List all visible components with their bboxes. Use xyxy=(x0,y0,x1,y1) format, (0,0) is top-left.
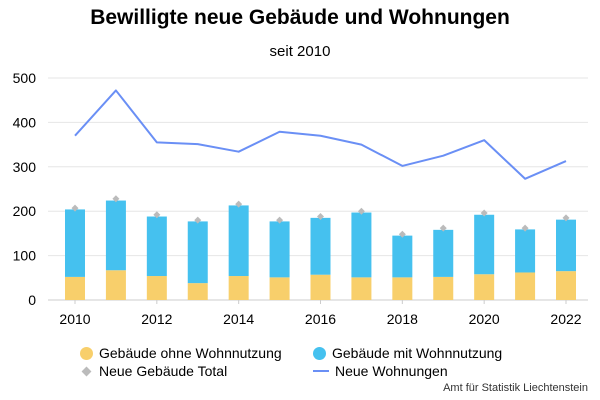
y-tick-label: 100 xyxy=(13,248,37,264)
line-neue-wohnungen xyxy=(74,89,567,180)
bar-gebaeude-mit-wohnnutzung xyxy=(187,221,208,284)
legend-item-gebaeude-ohne: Gebäude ohne Wohnnutzung xyxy=(80,345,282,361)
bar-gebaeude-ohne-wohnnutzung xyxy=(146,276,167,300)
bar-gebaeude-ohne-wohnnutzung xyxy=(228,276,249,300)
y-tick-label: 300 xyxy=(13,159,37,175)
x-tick-label: 2012 xyxy=(141,311,172,327)
x-tick-label: 2014 xyxy=(223,311,254,327)
bar-gebaeude-ohne-wohnnutzung xyxy=(65,276,85,300)
legend-diamond-icon xyxy=(81,366,92,376)
y-tick-label: 0 xyxy=(28,292,36,308)
chart-title: Bewilligte neue Gebäude und Wohnungen xyxy=(90,6,510,29)
y-tick-label: 200 xyxy=(13,203,37,219)
y-tick-label: 400 xyxy=(13,114,37,130)
x-tick-label: 2022 xyxy=(550,311,581,327)
legend-item-gebaeude-mit: Gebäude mit Wohnnutzung xyxy=(313,345,502,361)
marker-neue-gebaeude-total xyxy=(317,213,324,221)
bar-gebaeude-ohne-wohnnutzung xyxy=(187,283,208,300)
bar-gebaeude-mit-wohnnutzung xyxy=(65,209,85,277)
bar-gebaeude-ohne-wohnnutzung xyxy=(433,276,454,300)
bar-gebaeude-ohne-wohnnutzung xyxy=(269,277,290,300)
bar-gebaeude-mit-wohnnutzung xyxy=(392,235,413,278)
x-tick-label: 2016 xyxy=(305,311,336,327)
bar-gebaeude-ohne-wohnnutzung xyxy=(474,274,495,300)
marker-neue-gebaeude-total xyxy=(480,209,488,217)
marker-neue-gebaeude-total xyxy=(194,216,202,224)
marker-neue-gebaeude-total xyxy=(235,200,243,208)
bar-gebaeude-ohne-wohnnutzung xyxy=(515,272,536,300)
x-tick-label: 2010 xyxy=(59,311,90,327)
marker-neue-gebaeude-total xyxy=(398,230,406,238)
bar-gebaeude-ohne-wohnnutzung xyxy=(392,277,413,300)
x-tick-label: 2020 xyxy=(469,311,500,327)
legend-swatch-circle-icon xyxy=(313,346,326,360)
x-tick-label: 2018 xyxy=(387,311,418,327)
bar-gebaeude-mit-wohnnutzung xyxy=(269,221,290,278)
bar-gebaeude-mit-wohnnutzung xyxy=(310,217,331,275)
bar-gebaeude-mit-wohnnutzung xyxy=(105,200,126,271)
marker-neue-gebaeude-total xyxy=(276,216,284,224)
legend-item-total: Neue Gebäude Total xyxy=(80,363,227,379)
legend-item-wohnungen: Neue Wohnungen xyxy=(313,363,448,379)
bar-gebaeude-mit-wohnnutzung xyxy=(433,229,454,277)
legend-swatch-circle-icon xyxy=(80,346,93,360)
bar-gebaeude-mit-wohnnutzung xyxy=(351,212,372,278)
marker-neue-gebaeude-total xyxy=(562,214,570,222)
bar-gebaeude-mit-wohnnutzung xyxy=(515,229,536,273)
marker-neue-gebaeude-total xyxy=(357,207,365,215)
marker-neue-gebaeude-total xyxy=(439,224,447,232)
bar-gebaeude-ohne-wohnnutzung xyxy=(556,271,576,300)
y-tick-label: 500 xyxy=(13,70,37,86)
source-note: Amt für Statistik Liechtenstein xyxy=(443,382,588,394)
legend-label: Gebäude mit Wohnnutzung xyxy=(332,345,503,361)
bar-gebaeude-mit-wohnnutzung xyxy=(556,219,576,272)
marker-neue-gebaeude-total xyxy=(153,211,161,219)
legend-label: Gebäude ohne Wohnnutzung xyxy=(99,345,282,361)
legend-label: Neue Wohnungen xyxy=(335,363,448,379)
bar-gebaeude-mit-wohnnutzung xyxy=(146,216,167,277)
bar-gebaeude-mit-wohnnutzung xyxy=(228,205,249,277)
bar-gebaeude-mit-wohnnutzung xyxy=(474,214,495,275)
marker-neue-gebaeude-total xyxy=(112,195,120,203)
marker-neue-gebaeude-total xyxy=(71,204,79,212)
bar-gebaeude-ohne-wohnnutzung xyxy=(310,274,331,300)
bar-gebaeude-ohne-wohnnutzung xyxy=(105,270,126,300)
chart-subtitle: seit 2010 xyxy=(269,43,331,60)
bar-gebaeude-ohne-wohnnutzung xyxy=(351,277,372,300)
marker-neue-gebaeude-total xyxy=(521,224,529,232)
legend-line-icon xyxy=(313,370,329,372)
legend-label: Neue Gebäude Total xyxy=(99,363,228,379)
